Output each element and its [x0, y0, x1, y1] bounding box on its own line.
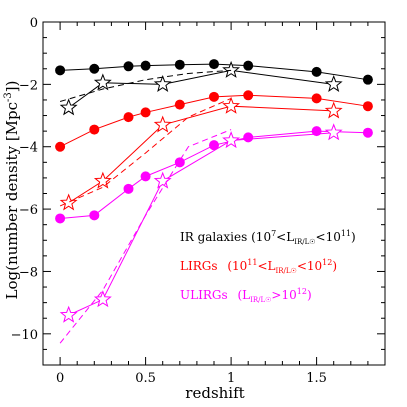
data-point: [243, 60, 254, 71]
data-point: [140, 107, 151, 118]
data-point: [311, 93, 322, 104]
data-point-star: [59, 305, 78, 323]
data-point: [209, 140, 219, 151]
y-tick-label: −8: [19, 265, 38, 280]
data-point-star: [93, 290, 112, 308]
data-point: [362, 101, 373, 112]
data-point: [243, 132, 254, 143]
data-point: [311, 66, 322, 77]
data-point: [362, 74, 373, 85]
x-tick-label: 0.5: [135, 371, 156, 386]
data-point-star: [324, 123, 343, 141]
data-point-star: [59, 193, 78, 211]
data-point-star: [222, 96, 241, 114]
data-point: [174, 99, 185, 110]
data-point: [140, 60, 151, 71]
data-point-star: [153, 74, 172, 92]
data-point: [123, 112, 134, 123]
data-point: [55, 213, 66, 224]
data-point: [55, 141, 66, 152]
data-point: [123, 183, 134, 194]
data-point-star: [153, 115, 172, 133]
y-axis-label: Log(number density [Mpc-3]): [3, 81, 21, 300]
data-point: [89, 210, 100, 221]
chart-marks: [55, 59, 373, 344]
y-tick-label: −10: [11, 328, 38, 343]
data-point: [362, 127, 373, 138]
series-line-2: [59, 69, 232, 102]
data-point: [243, 90, 254, 101]
y-axis-label-exponent: -3: [3, 92, 14, 102]
x-tick-label: 0: [56, 371, 64, 386]
x-tick-label: 1.5: [306, 371, 327, 386]
data-point-star: [93, 171, 112, 189]
data-point-star: [153, 171, 172, 189]
axis-ticks: 0 0.5 1 1.5 0 −2 −4 −6 −8 −10: [11, 16, 385, 386]
x-axis-label: redshift: [185, 384, 244, 402]
legend-ulirgs: ULIRGs (LIR/L☉>1012): [180, 287, 312, 304]
x-tick-label: 1: [227, 371, 235, 386]
data-point-star: [93, 73, 112, 91]
legend-lirgs: LIRGs (1011<LIR/L☉<1012): [180, 258, 337, 275]
data-point-star: [324, 101, 343, 119]
series-line-5: [59, 97, 232, 207]
data-point: [89, 63, 100, 74]
y-tick-label: −2: [19, 78, 38, 93]
data-point: [123, 61, 134, 72]
data-point-star: [59, 98, 78, 116]
data-point: [209, 59, 219, 70]
y-axis-label-close: ]): [3, 81, 21, 93]
series-line-8: [59, 129, 232, 344]
data-point-star: [222, 60, 241, 78]
y-axis-label-main: Log(number density [Mpc: [3, 102, 21, 300]
y-tick-label: 0: [30, 16, 38, 31]
data-point: [89, 124, 100, 135]
data-point-star: [222, 131, 241, 149]
data-point: [140, 171, 151, 182]
data-point-star: [324, 74, 343, 92]
data-point: [174, 59, 185, 70]
data-point: [209, 91, 219, 102]
y-tick-label: −4: [19, 141, 38, 156]
y-tick-label: −6: [19, 203, 38, 218]
legend-ir-galaxies: IR galaxies (107<LIR/L☉<1011): [180, 229, 356, 246]
data-point: [55, 65, 66, 76]
